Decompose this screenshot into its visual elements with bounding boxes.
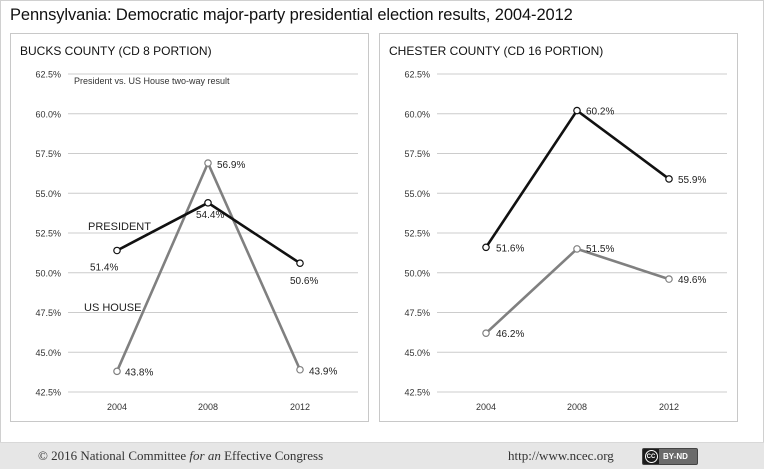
president-data-label: 60.2%: [586, 107, 614, 118]
house-data-label: 46.2%: [496, 329, 524, 340]
x-tick-label: 2008: [198, 402, 218, 412]
house-data-label: 43.8%: [125, 367, 153, 378]
house-data-point: [296, 365, 304, 374]
house-data-label: 51.5%: [586, 244, 614, 255]
cc-icon: CC: [643, 449, 659, 464]
president-data-point: [573, 106, 581, 115]
chart-svg: CHESTER COUNTY (CD 16 PORTION) 42.5% 45.0%…: [389, 44, 727, 412]
license-label: BY-ND: [663, 452, 688, 461]
y-tick-label: 50.0%: [35, 268, 61, 278]
y-tick-label: 50.0%: [404, 268, 430, 278]
house-data-point: [113, 367, 121, 376]
president-data-point: [113, 246, 121, 255]
y-tick-label: 60.0%: [35, 109, 61, 119]
x-tick-label: 2012: [290, 402, 310, 412]
house-data-point: [482, 329, 490, 337]
website-url[interactable]: http://www.ncec.org: [508, 448, 614, 463]
y-tick-label: 47.5%: [404, 308, 430, 318]
house-data-label: 43.9%: [309, 367, 337, 378]
chart-svg: BUCKS COUNTY (CD 8 PORTION) 42.5% 45.0% 47.…: [20, 44, 358, 412]
president-data-label: 55.9%: [678, 175, 706, 186]
x-tick-label: 2012: [659, 402, 679, 412]
president-data-point: [665, 175, 673, 183]
cc-license-badge[interactable]: CC BY-ND: [642, 448, 698, 465]
president-data-label: 54.4%: [196, 210, 224, 221]
y-tick-label: 42.5%: [35, 388, 61, 398]
chester-county-chart: CHESTER COUNTY (CD 16 PORTION) 42.5% 45.0%…: [379, 33, 738, 422]
y-tick-label: 57.5%: [404, 149, 430, 159]
house-series-line: [485, 247, 670, 335]
page-title: Pennsylvania: Democratic major-party pre…: [10, 6, 573, 24]
x-tick-label: 2004: [476, 402, 496, 412]
y-tick-label: 42.5%: [404, 388, 430, 398]
y-tick-label: 60.0%: [404, 109, 430, 119]
house-data-point: [665, 275, 673, 283]
president-data-label: 50.6%: [290, 276, 318, 287]
house-data-label: 56.9%: [217, 160, 245, 171]
house-data-label: 49.6%: [678, 275, 706, 286]
president-series-name: PRESIDENT: [88, 221, 151, 233]
x-tick-label: 2008: [567, 402, 587, 412]
bucks-county-chart: BUCKS COUNTY (CD 8 PORTION) 42.5% 45.0% 47.…: [10, 33, 369, 422]
house-series-line: [115, 159, 302, 372]
chart-annotation: President vs. US House two-way result: [74, 76, 230, 86]
panel-title: CHESTER COUNTY (CD 16 PORTION): [389, 44, 603, 58]
y-tick-label: 62.5%: [404, 70, 430, 80]
y-tick-label: 45.0%: [404, 348, 430, 358]
house-data-point: [204, 159, 212, 167]
y-tick-label: 57.5%: [35, 149, 61, 159]
y-tick-label: 55.0%: [404, 189, 430, 199]
house-data-point: [573, 245, 581, 253]
president-data-point: [204, 198, 212, 207]
president-data-label: 51.6%: [496, 243, 524, 254]
president-data-label: 51.4%: [90, 262, 118, 273]
president-data-point: [296, 259, 304, 268]
president-series-line: [484, 108, 670, 249]
y-tick-label: 52.5%: [404, 229, 430, 239]
copyright-text: © 2016 National Committee for an Effecti…: [38, 448, 324, 463]
y-tick-label: 52.5%: [35, 229, 61, 239]
house-series-name: US HOUSE: [84, 302, 141, 314]
y-tick-label: 45.0%: [35, 348, 61, 358]
y-tick-label: 47.5%: [35, 308, 61, 318]
footer-bar: © 2016 National Committee for an Effecti…: [0, 442, 764, 469]
y-tick-label: 55.0%: [35, 189, 61, 199]
president-data-point: [482, 243, 490, 252]
y-tick-label: 62.5%: [35, 70, 61, 80]
panel-title: BUCKS COUNTY (CD 8 PORTION): [20, 44, 212, 58]
x-tick-label: 2004: [107, 402, 127, 412]
